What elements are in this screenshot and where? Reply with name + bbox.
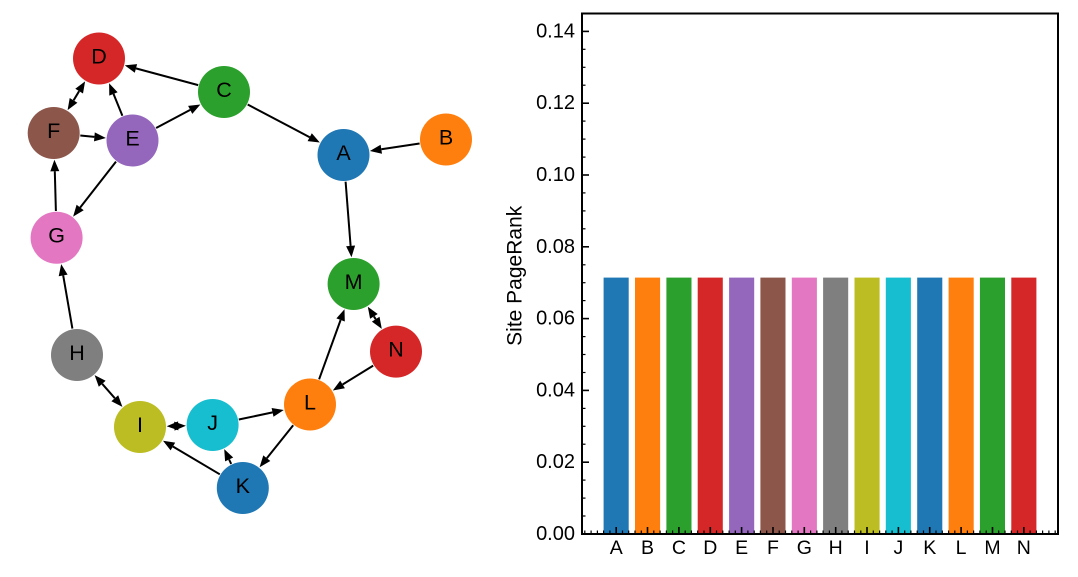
svg-text:D: D — [703, 537, 717, 559]
svg-text:J: J — [894, 537, 904, 559]
svg-text:C: C — [216, 78, 232, 102]
svg-text:C: C — [672, 537, 686, 559]
svg-text:K: K — [923, 537, 936, 559]
svg-text:Site PageRank: Site PageRank — [504, 205, 527, 346]
svg-text:J: J — [207, 411, 218, 435]
svg-text:I: I — [864, 537, 869, 559]
svg-text:0.04: 0.04 — [536, 379, 575, 401]
svg-text:H: H — [69, 341, 85, 365]
svg-text:L: L — [956, 537, 967, 559]
svg-text:M: M — [984, 537, 1000, 559]
svg-text:0.00: 0.00 — [536, 523, 575, 545]
svg-text:N: N — [388, 338, 404, 362]
svg-text:M: M — [345, 270, 363, 294]
svg-text:0.14: 0.14 — [536, 20, 575, 42]
svg-text:0.06: 0.06 — [536, 308, 575, 330]
svg-text:N: N — [1017, 537, 1031, 559]
svg-text:0.02: 0.02 — [536, 451, 575, 473]
svg-text:F: F — [767, 537, 779, 559]
svg-text:G: G — [48, 224, 65, 248]
svg-text:B: B — [439, 126, 453, 150]
svg-text:L: L — [304, 391, 316, 415]
svg-text:0.12: 0.12 — [536, 92, 575, 114]
svg-text:K: K — [236, 474, 251, 498]
svg-text:0.08: 0.08 — [536, 236, 575, 258]
svg-text:0.10: 0.10 — [536, 164, 575, 186]
svg-text:H: H — [829, 537, 843, 559]
svg-text:F: F — [47, 119, 60, 143]
svg-text:B: B — [641, 537, 654, 559]
svg-text:E: E — [735, 537, 748, 559]
svg-text:I: I — [137, 413, 143, 437]
svg-text:A: A — [336, 141, 351, 165]
svg-text:E: E — [125, 127, 139, 151]
svg-text:G: G — [797, 537, 812, 559]
svg-text:A: A — [610, 537, 623, 559]
svg-text:D: D — [91, 45, 107, 69]
